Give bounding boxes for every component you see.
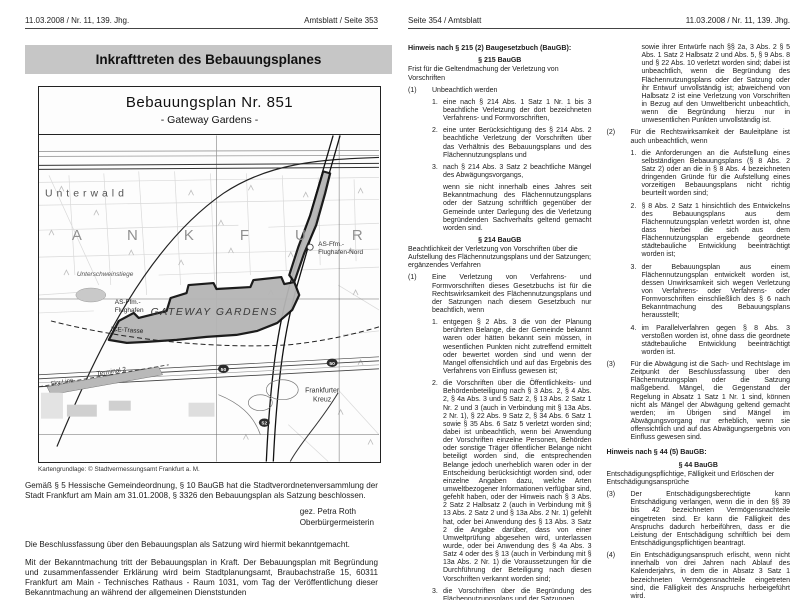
legal-column-2: sowie ihrer Entwürfe nach §§ 2a, 3 Abs. … xyxy=(607,44,791,600)
continuation-paragraph: sowie ihrer Entwürfe nach §§ 2a, 3 Abs. … xyxy=(641,44,791,125)
sky-line xyxy=(39,364,169,388)
svg-text:52: 52 xyxy=(262,421,268,427)
hinweis-44-heading: Hinweis nach § 44 (5) BauGB: xyxy=(606,448,707,457)
pond xyxy=(75,287,107,303)
plan-area-polygon xyxy=(107,170,332,344)
list-item: 3. die Vorschriften über die Begründung … xyxy=(432,587,592,600)
par-214-subtitle: Beachtlichkeit der Verletzung von Vorsch… xyxy=(408,246,591,270)
forest-symbols xyxy=(48,184,374,445)
par-44-title: § 44 BauGB xyxy=(678,461,718,469)
label-unterschweinstiege: Unterschweinstiege xyxy=(77,271,134,278)
plan-number: Bebauungsplan Nr. 851 xyxy=(125,94,294,111)
paragraph-215-1: (1) Unbeachtlich werden xyxy=(408,86,498,94)
map-caption: Kartengrundlage: © Stadtvermessungsamt F… xyxy=(38,466,200,473)
list-item: 3. der Bebauungsplan aus einem Flächennu… xyxy=(630,263,791,320)
announcement-paragraph: Die Beschlussfassung über den Bebauungsp… xyxy=(25,539,350,549)
list-item: 2. die Vorschriften über die Öffentlichk… xyxy=(432,380,592,583)
signature-name: gez. Petra Roth xyxy=(299,507,357,517)
label-frankfurt-letters: A N K F U R xyxy=(72,227,379,244)
label-ice-trasse: ICE-Trasse xyxy=(111,326,144,335)
svg-text:50: 50 xyxy=(329,361,335,367)
as-nord-symbol xyxy=(306,243,314,251)
plan-map-box: Bebauungsplan Nr. 851 - Gateway Gardens … xyxy=(38,86,381,463)
label-gateway-gardens: GATEWAY GARDENS xyxy=(151,307,278,318)
label-terminal-2: Terminal 2 xyxy=(96,366,127,378)
paragraph-44-4: (4) Ein Entschädigungsanspruch erlischt,… xyxy=(606,552,791,600)
plan-map: Unterwald A N K F U R Unterschweinstiege… xyxy=(39,135,379,462)
list-item: 1. die Anforderungen an die Aufstellung … xyxy=(630,149,791,198)
plan-name: - Gateway Gardens - xyxy=(160,114,259,126)
par-44-subtitle: Entschädigungspflichtige, Fälligkeit und… xyxy=(606,470,775,486)
label-as-nord-2: Flughafen-Nord xyxy=(318,249,363,256)
page-right-header: Seite 354 / Amtsblatt 11.03.2008 / Nr. 1… xyxy=(408,16,790,29)
ice-line xyxy=(50,320,379,347)
notice-title-bar: Inkrafttreten des Bebauungsplanes xyxy=(25,45,392,74)
svg-text:50: 50 xyxy=(221,367,227,373)
par-215-subtitle: Frist für die Geltendmachung der Verletz… xyxy=(408,66,559,82)
paragraph-214-3: (3) Für die Abwägung ist die Sach- und R… xyxy=(606,361,791,442)
label-as-nord-1: AS-Ffm.- xyxy=(318,241,344,248)
route-badge-south: 52 xyxy=(258,418,270,427)
paragraph-214-2: (2) Für die Rechtswirksamkeit der Baulei… xyxy=(606,129,791,145)
resolution-paragraph: Gemäß § 5 Hessische Gemeindeordnung, § 1… xyxy=(25,481,378,501)
par-214-title: § 214 BauGB xyxy=(478,236,522,244)
legal-column-1: Hinweis nach § 215 (2) Baugesetzbuch (Ba… xyxy=(408,44,592,600)
paragraph-44-3: (3) Der Entschädigungsberechtigte kann E… xyxy=(606,491,791,547)
label-unterwald: Unterwald xyxy=(45,188,128,199)
header-date-left: 11.03.2008 / Nr. 11, 139. Jhg. xyxy=(25,16,130,25)
inspection-paragraph: Mit der Bekanntmachung tritt der Bebauun… xyxy=(25,557,378,597)
header-pageno-left: Amtsblatt / Seite 353 xyxy=(304,16,378,25)
list-item: 4. im Parallelverfahren gegen § 8 Abs. 3… xyxy=(630,324,791,356)
route-badge-east: 50 xyxy=(326,358,338,367)
page-right: Seite 354 / Amtsblatt 11.03.2008 / Nr. 1… xyxy=(400,0,800,600)
curved-road xyxy=(56,156,379,447)
par-215-title: § 215 BauGB xyxy=(478,57,522,65)
label-sky-line: Sky Line xyxy=(50,378,74,388)
label-frankfurter-kreuz-2: Kreuz xyxy=(313,397,332,404)
top-roads xyxy=(39,150,379,170)
list-item: 2. eine unter Berücksichtigung des § 214… xyxy=(432,127,592,159)
plan-map-title-block: Bebauungsplan Nr. 851 - Gateway Gardens … xyxy=(39,87,380,135)
signature-block: gez. Petra Roth Oberbürgermeisterin xyxy=(25,507,378,530)
list-item: 1. entgegen § 2 Abs. 3 die von der Planu… xyxy=(432,319,592,376)
terminal-area xyxy=(40,366,215,419)
continuation-paragraph: wenn sie nicht innerhalb eines Jahres se… xyxy=(443,184,592,232)
header-pageno-right: Seite 354 / Amtsblatt xyxy=(408,16,482,25)
list-item: 2. § 8 Abs. 2 Satz 1 hinsichtlich des En… xyxy=(630,202,791,259)
route-badge-west: 50 xyxy=(217,364,229,373)
page-left-header: 11.03.2008 / Nr. 11, 139. Jhg. Amtsblatt… xyxy=(25,16,378,29)
paragraph-214-1: (1) Eine Verletzung von Verfahrens- und … xyxy=(408,274,592,315)
header-date-right: 11.03.2008 / Nr. 11, 139. Jhg. xyxy=(685,16,790,25)
frankfurter-kreuz-ramps xyxy=(218,379,339,462)
list-item: 1. eine nach § 214 Abs. 1 Satz 1 Nr. 1 b… xyxy=(432,98,592,123)
label-frankfurter-kreuz-1: Frankfurter xyxy=(305,388,340,395)
legal-text-columns: Hinweis nach § 215 (2) Baugesetzbuch (Ba… xyxy=(408,44,790,600)
hinweis-215-heading: Hinweis nach § 215 (2) Baugesetzbuch (Ba… xyxy=(408,44,572,52)
label-as-west-1: AS-Ffm.- xyxy=(115,299,141,306)
label-as-west-2: Flughafen xyxy=(115,307,144,314)
signature-title: Oberbürgermeisterin xyxy=(299,517,374,527)
page-left: 11.03.2008 / Nr. 11, 139. Jhg. Amtsblatt… xyxy=(25,16,392,597)
list-item: 3. nach § 214 Abs. 3 Satz 2 beachtliche … xyxy=(432,163,592,179)
